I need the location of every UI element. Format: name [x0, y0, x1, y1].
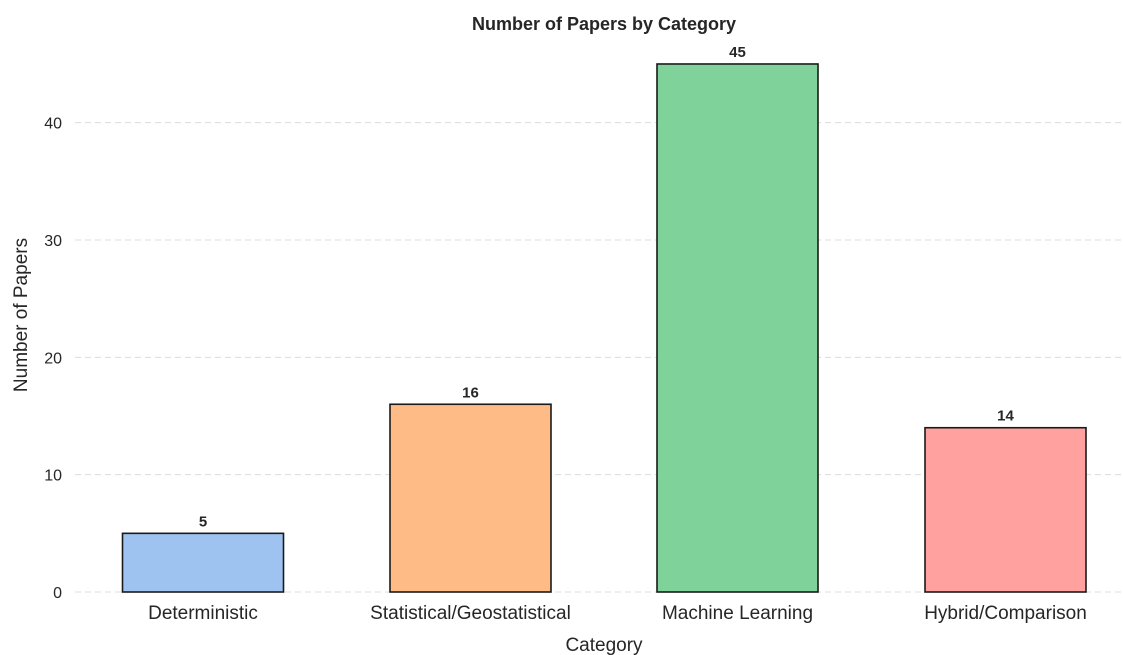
y-tick-label: 0 — [53, 585, 62, 602]
y-tick-label: 30 — [44, 233, 62, 250]
bar-machine-learning — [656, 63, 819, 593]
x-axis-ticks: Deterministic Statistical/Geostatistical M… — [148, 603, 1087, 624]
x-axis-label: Category — [565, 635, 643, 655]
data-label: 45 — [729, 44, 746, 61]
y-tick-label: 10 — [44, 468, 62, 485]
x-tick-label: Machine Learning — [662, 603, 813, 624]
x-tick-label: Deterministic — [148, 603, 258, 624]
x-tick-label: Statistical/Geostatistical — [370, 603, 571, 624]
x-tick-label: Hybrid/Comparison — [924, 603, 1087, 624]
y-tick-label: 40 — [44, 116, 62, 133]
data-label: 5 — [199, 513, 207, 530]
data-label: 14 — [997, 408, 1014, 425]
y-axis-ticks: 0 10 20 30 40 — [44, 116, 62, 602]
data-labels: 5 16 45 14 — [199, 44, 1015, 530]
y-tick-label: 20 — [44, 350, 62, 367]
bar-statistical-geostatistical — [389, 403, 552, 593]
bar-hybrid-comparison — [924, 426, 1087, 593]
data-label: 16 — [462, 384, 479, 401]
bar-deterministic — [121, 532, 285, 593]
bars — [121, 63, 1087, 593]
chart-title: Number of Papers by Category — [472, 14, 736, 34]
y-axis-label: Number of Papers — [11, 238, 32, 392]
